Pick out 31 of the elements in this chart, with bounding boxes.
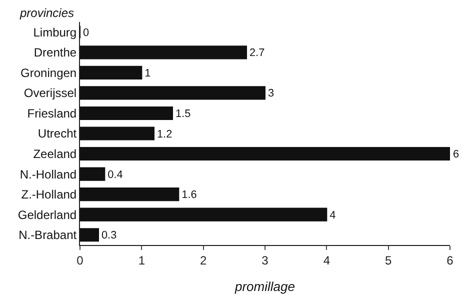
x-tick-label: 0 [76,253,84,268]
data-label: 0.4 [108,168,123,181]
x-tick-label: 4 [323,253,330,268]
data-label: 1 [144,67,151,80]
y-tick-label: Drenthe [34,46,77,60]
y-tick-label: Gelderland [18,208,77,222]
x-axis-title: promillage [234,279,295,294]
y-axis-title: provincies [19,6,74,20]
x-tick-label: 3 [262,253,269,268]
data-label: 1.5 [176,108,191,120]
y-tick-label: Limburg [33,25,77,40]
x-tick-label: 1 [138,253,146,268]
y-tick-label: Groningen [20,66,77,80]
y-tick-label: Friesland [27,106,77,120]
x-tick-label: 2 [200,253,207,268]
data-label: 1.2 [157,128,172,140]
y-tick-label: Overijssel [24,86,77,100]
data-label: 2.7 [250,47,265,60]
data-label: 3 [268,88,274,100]
data-label: 0.3 [102,230,117,242]
data-label: 1.6 [182,189,197,202]
y-tick-label: N.-Holland [20,167,77,182]
data-label: 0 [83,26,90,39]
y-tick-label: Z.-Holland [21,188,77,202]
data-label: 4 [330,209,336,222]
x-tick-label: 6 [446,253,454,268]
y-tick-label: N.-Brabant [18,228,78,242]
x-tick-label: 5 [384,253,392,268]
y-tick-label: Utrecht [38,126,78,141]
data-label: 6 [453,148,460,161]
y-tick-label: Zeeland [33,146,77,161]
